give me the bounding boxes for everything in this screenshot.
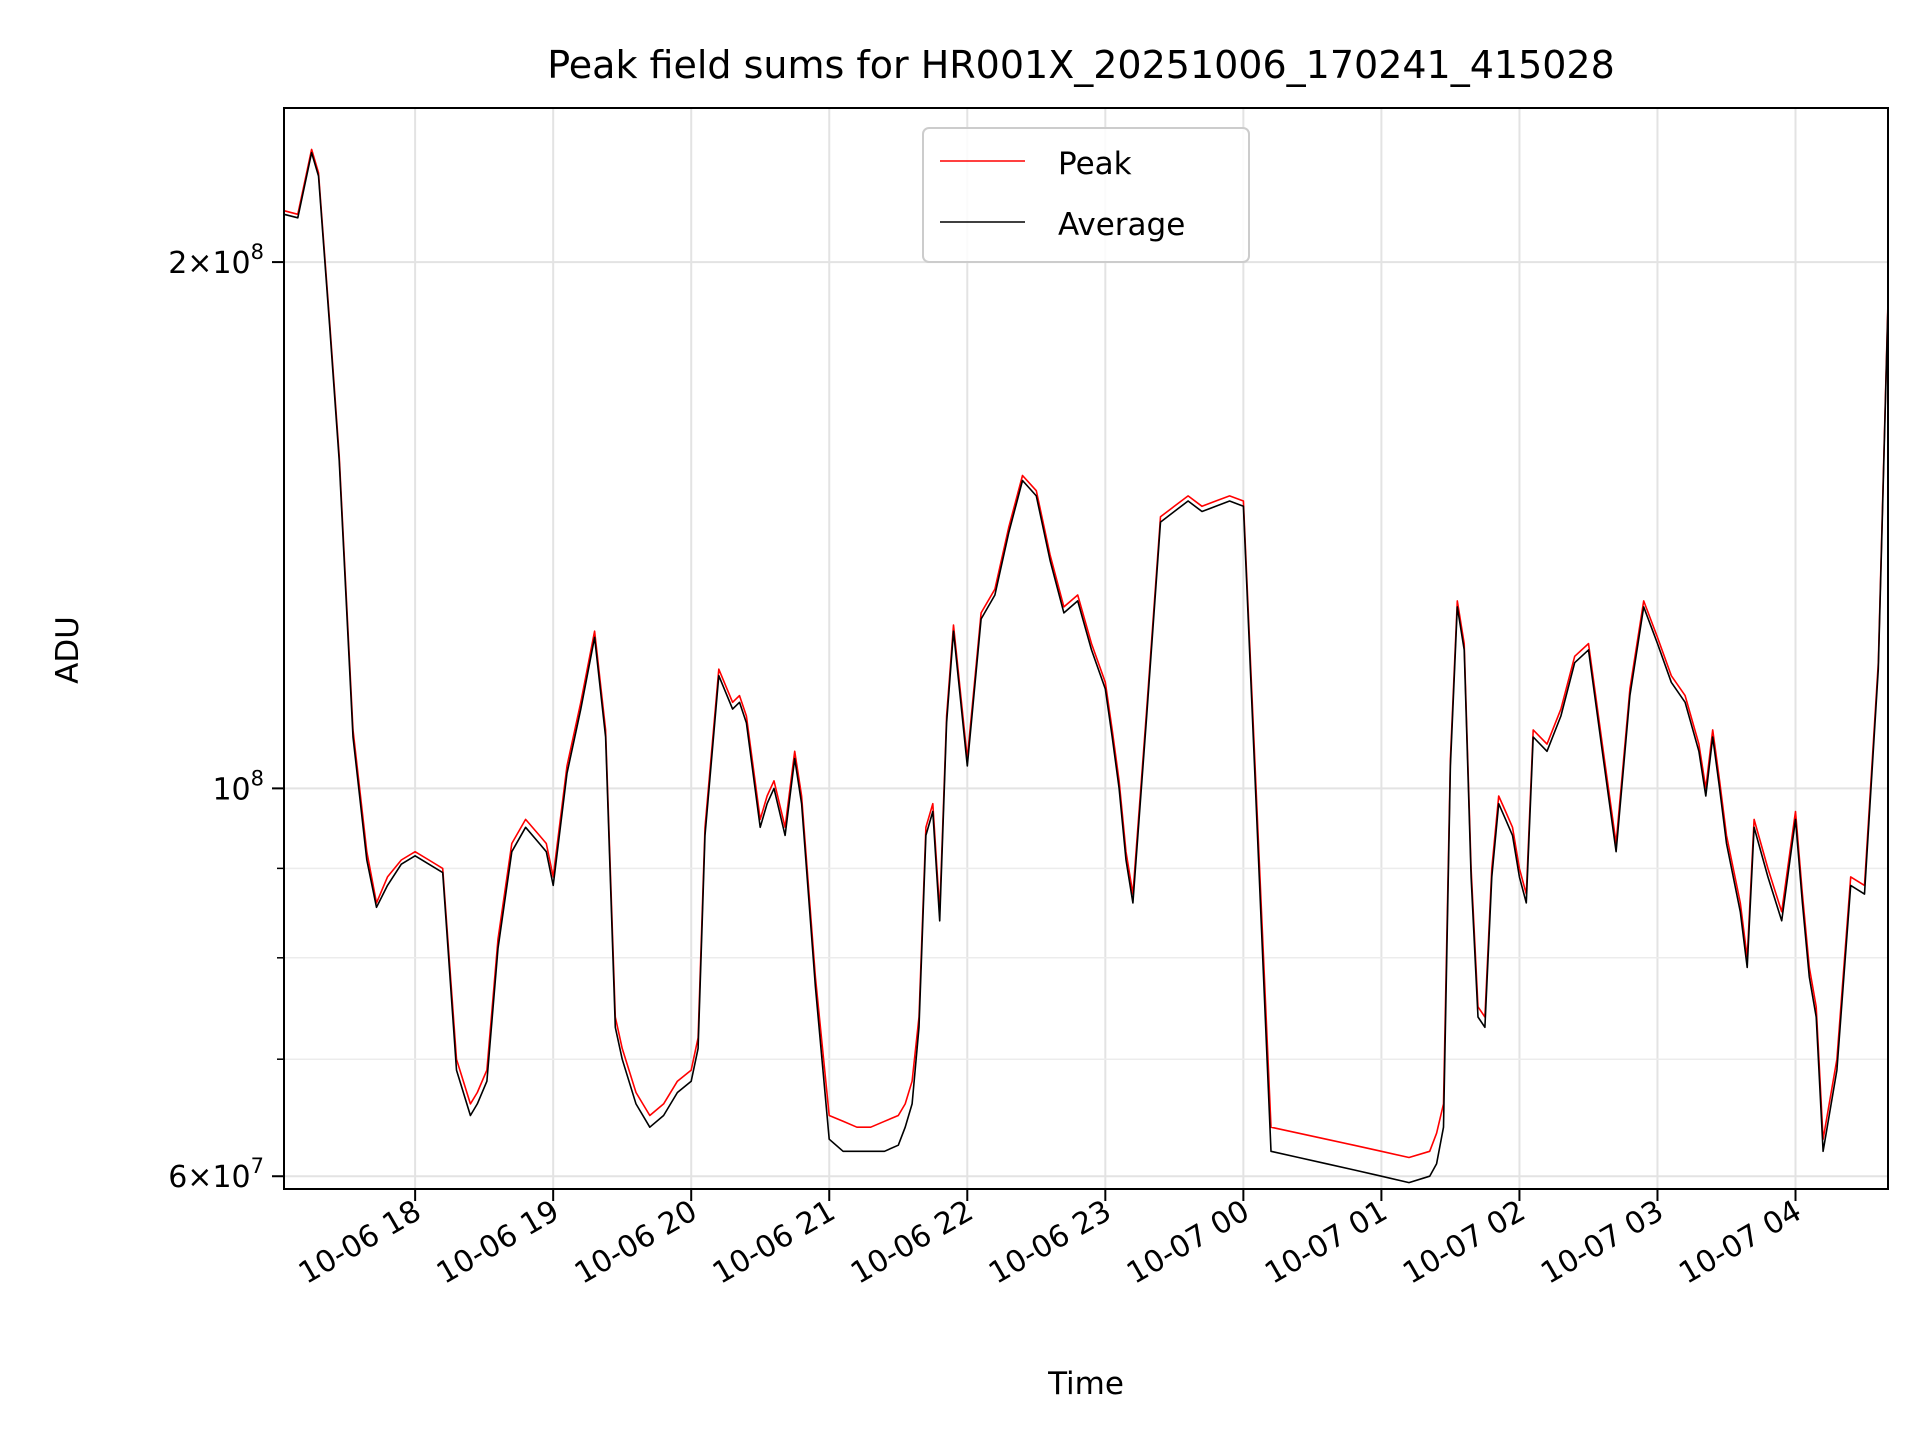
y-axis: 6×107 108 2×108 bbox=[168, 240, 284, 1195]
series-line-average bbox=[283, 151, 1889, 1184]
x-tick-label: 10-07 02 bbox=[1397, 1194, 1531, 1292]
legend: Peak Average bbox=[922, 127, 1250, 263]
x-axis: 10-06 18 10-06 19 10-06 20 10-06 21 10-06 22… bbox=[293, 1189, 1808, 1291]
series-line-peak bbox=[283, 148, 1889, 1159]
legend-average-label: Average bbox=[1058, 207, 1185, 243]
x-tick-label: 10-07 01 bbox=[1259, 1194, 1393, 1292]
y-tick-label: 6×107 bbox=[168, 1154, 264, 1195]
chart-title: Peak field sums for HR001X_20251006_1702… bbox=[547, 43, 1615, 87]
y-axis-label: ADU bbox=[50, 616, 86, 684]
grid bbox=[284, 108, 1888, 1189]
x-tick-label: 10-06 20 bbox=[569, 1194, 703, 1292]
y-tick-label: 2×108 bbox=[168, 240, 264, 281]
x-tick-label: 10-06 18 bbox=[293, 1194, 427, 1292]
x-tick-label: 10-06 21 bbox=[707, 1194, 841, 1292]
x-tick-label: 10-06 23 bbox=[983, 1194, 1117, 1292]
legend-peak-label: Peak bbox=[1058, 146, 1132, 182]
x-tick-label: 10-07 00 bbox=[1121, 1194, 1255, 1292]
x-axis-label: Time bbox=[1047, 1366, 1124, 1402]
x-tick-label: 10-07 04 bbox=[1673, 1194, 1807, 1292]
series-layer bbox=[283, 148, 1889, 1184]
x-tick-label: 10-07 03 bbox=[1535, 1194, 1669, 1292]
plot-frame bbox=[283, 107, 1889, 1190]
x-tick-label: 10-06 19 bbox=[431, 1194, 565, 1292]
y-tick-label: 108 bbox=[212, 766, 264, 807]
x-tick-label: 10-06 22 bbox=[845, 1194, 979, 1292]
